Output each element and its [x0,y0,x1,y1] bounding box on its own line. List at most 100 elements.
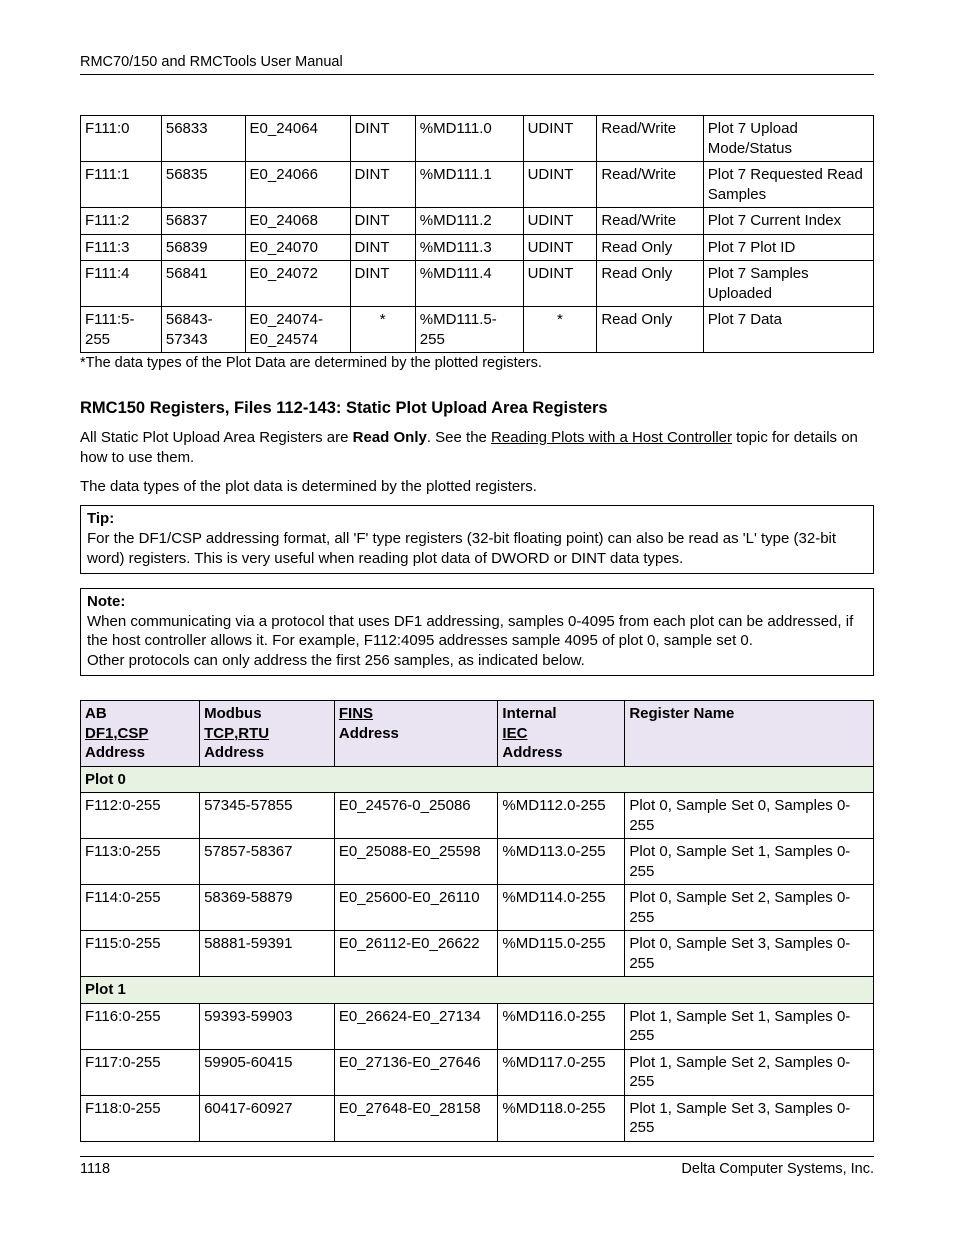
table-cell: F111:5-255 [81,307,162,353]
protocol-link[interactable]: FINS [339,705,373,722]
table-header-row: ABDF1,CSPAddressModbusTCP,RTUAddressFINS… [81,701,874,767]
table-cell: F117:0-255 [81,1049,200,1095]
table-cell: 58881-59391 [200,931,335,977]
table-cell: Plot 7 Current Index [703,208,873,235]
table-row: F111:5-25556843-57343E0_24074-E0_24574*%… [81,307,874,353]
table-cell: Plot 7 Requested Read Samples [703,162,873,208]
protocol-link[interactable]: IEC [502,725,527,742]
table-cell: Plot 0, Sample Set 1, Samples 0-255 [625,839,874,885]
page-number: 1118 [80,1161,110,1177]
table-row: F111:456841E0_24072DINT%MD111.4UDINTRead… [81,261,874,307]
table-cell: F114:0-255 [81,885,200,931]
table-cell: * [523,307,597,353]
table-cell: E0_25600-E0_26110 [334,885,498,931]
table-cell: %MD112.0-255 [498,793,625,839]
table-cell: 59905-60415 [200,1049,335,1095]
table-cell: F111:3 [81,234,162,261]
table-cell: 56837 [161,208,245,235]
table-row: F111:356839E0_24070DINT%MD111.3UDINTRead… [81,234,874,261]
tip-body: For the DF1/CSP addressing format, all '… [87,530,836,567]
column-header: Register Name [625,701,874,767]
table-row: F111:056833E0_24064DINT%MD111.0UDINTRead… [81,116,874,162]
table-row: F111:156835E0_24066DINT%MD111.1UDINTRead… [81,162,874,208]
table-cell: %MD111.4 [415,261,523,307]
table-cell: 56841 [161,261,245,307]
table-cell: DINT [350,116,415,162]
table-cell: DINT [350,234,415,261]
table-cell: %MD118.0-255 [498,1095,625,1141]
table-cell: Plot 7 Plot ID [703,234,873,261]
table-cell: E0_24066 [245,162,350,208]
table-cell: %MD116.0-255 [498,1003,625,1049]
table-cell: %MD111.5-255 [415,307,523,353]
table-cell: %MD115.0-255 [498,931,625,977]
table-cell: 56843-57343 [161,307,245,353]
table-cell: 57345-57855 [200,793,335,839]
protocol-link[interactable]: RTU [238,725,269,742]
protocol-link[interactable]: TCP [204,725,234,742]
table-row: F118:0-25560417-60927E0_27648-E0_28158%M… [81,1095,874,1141]
table-cell: Plot 1, Sample Set 3, Samples 0-255 [625,1095,874,1141]
table-cell: E0_27136-E0_27646 [334,1049,498,1095]
table-cell: F116:0-255 [81,1003,200,1049]
table-cell: Read Only [597,307,703,353]
column-header: FINSAddress [334,701,498,767]
note-label: Note: [87,593,125,610]
table-cell: 59393-59903 [200,1003,335,1049]
protocol-link[interactable]: CSP [118,725,149,742]
table-cell: %MD117.0-255 [498,1049,625,1095]
table-cell: %MD114.0-255 [498,885,625,931]
table-cell: F112:0-255 [81,793,200,839]
page-footer: 1118 Delta Computer Systems, Inc. [80,1156,874,1177]
table-cell: %MD111.2 [415,208,523,235]
table-cell: E0_24068 [245,208,350,235]
table-row: F117:0-25559905-60415E0_27136-E0_27646%M… [81,1049,874,1095]
table-cell: DINT [350,208,415,235]
table-cell: E0_27648-E0_28158 [334,1095,498,1141]
paragraph-1: All Static Plot Upload Area Registers ar… [80,428,874,469]
register-table-1: F111:056833E0_24064DINT%MD111.0UDINTRead… [80,115,874,353]
table-cell: Plot 7 Samples Uploaded [703,261,873,307]
table-row: F111:256837E0_24068DINT%MD111.2UDINTRead… [81,208,874,235]
table-cell: F118:0-255 [81,1095,200,1141]
table-cell: %MD113.0-255 [498,839,625,885]
table-cell: F115:0-255 [81,931,200,977]
column-header: ModbusTCP,RTUAddress [200,701,335,767]
protocol-link[interactable]: DF1 [85,725,113,742]
tip-box: Tip: For the DF1/CSP addressing format, … [80,505,874,574]
table-cell: %MD111.1 [415,162,523,208]
company-name: Delta Computer Systems, Inc. [681,1161,874,1177]
table-cell: 56835 [161,162,245,208]
table-cell: 58369-58879 [200,885,335,931]
table-group-row: Plot 0 [81,766,874,793]
table-cell: %MD111.3 [415,234,523,261]
table-cell: Read/Write [597,116,703,162]
note-body-1: When communicating via a protocol that u… [87,613,853,650]
table-row: F115:0-25558881-59391E0_26112-E0_26622%M… [81,931,874,977]
table-cell: F111:0 [81,116,162,162]
table-cell: UDINT [523,234,597,261]
link-reading-plots[interactable]: Reading Plots with a Host Controller [491,429,732,446]
table-cell: F113:0-255 [81,839,200,885]
table-cell: Plot 0, Sample Set 2, Samples 0-255 [625,885,874,931]
table-row: F114:0-25558369-58879E0_25600-E0_26110%M… [81,885,874,931]
table-cell: Plot 1, Sample Set 2, Samples 0-255 [625,1049,874,1095]
tip-label: Tip: [87,510,114,527]
table-cell: Plot 7 Data [703,307,873,353]
note-body-2: Other protocols can only address the fir… [87,652,585,669]
table-cell: DINT [350,162,415,208]
table-cell: F111:1 [81,162,162,208]
table-cell: Read Only [597,234,703,261]
table-cell: 57857-58367 [200,839,335,885]
table-cell: 56839 [161,234,245,261]
table-cell: Plot 7 Upload Mode/Status [703,116,873,162]
table-cell: E0_25088-E0_25598 [334,839,498,885]
table-cell: E0_24576-0_25086 [334,793,498,839]
table-cell: UDINT [523,261,597,307]
table-cell: F111:4 [81,261,162,307]
table-cell: Plot 0, Sample Set 0, Samples 0-255 [625,793,874,839]
table-cell: E0_24070 [245,234,350,261]
table-cell: UDINT [523,162,597,208]
header-title: RMC70/150 and RMCTools User Manual [80,54,343,70]
table-cell: E0_24072 [245,261,350,307]
